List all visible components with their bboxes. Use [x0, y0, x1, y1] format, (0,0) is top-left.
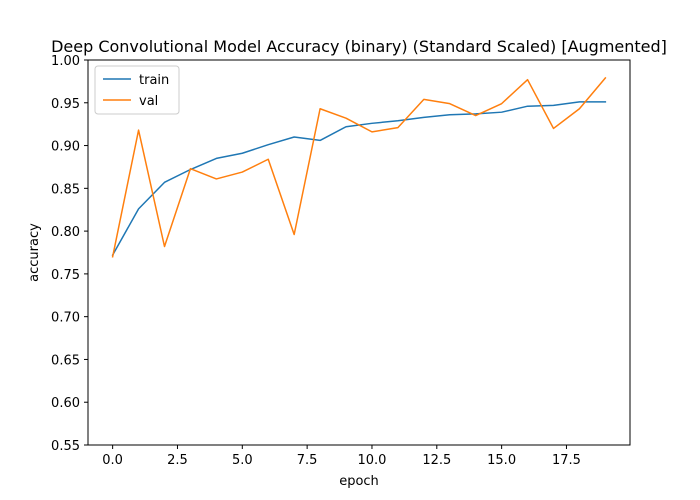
series-lines [111, 76, 607, 258]
series-line-val [111, 76, 607, 258]
y-axis-label: accuracy [27, 223, 42, 282]
x-tick-label: 17.5 [552, 453, 581, 468]
y-tick-label: 0.55 [51, 439, 80, 454]
y-tick-label: 0.95 [51, 97, 80, 112]
chart-title: Deep Convolutional Model Accuracy (binar… [51, 37, 667, 56]
x-tick-label: 2.5 [167, 453, 188, 468]
legend-box [94, 65, 180, 115]
x-tick-label: 15.0 [487, 453, 516, 468]
x-tick-label: 10.0 [357, 453, 386, 468]
y-tick-label: 0.90 [51, 140, 80, 155]
legend: train val [94, 65, 180, 115]
y-tick-label: 0.65 [51, 353, 80, 368]
x-tick-label: 0.0 [102, 453, 123, 468]
x-tick-label: 7.5 [297, 453, 318, 468]
x-axis-label: epoch [339, 474, 379, 489]
y-tick-label: 0.75 [51, 268, 80, 283]
x-tick-label: 5.0 [232, 453, 253, 468]
y-tick-label: 0.80 [51, 225, 80, 240]
y-tick-label: 0.85 [51, 182, 80, 197]
axis-ticks: 0.0 2.5 5.0 7.5 10.0 12.5 15.0 17.5 0.55 0.60 0.65… [51, 54, 581, 468]
y-tick-label: 0.60 [51, 396, 80, 411]
y-tick-label: 1.00 [51, 54, 80, 69]
legend-label-val: val [139, 94, 158, 109]
y-tick-label: 0.70 [51, 311, 80, 326]
legend-label-train: train [139, 73, 169, 88]
plot-area-frame [87, 59, 631, 446]
x-tick-label: 12.5 [422, 453, 451, 468]
